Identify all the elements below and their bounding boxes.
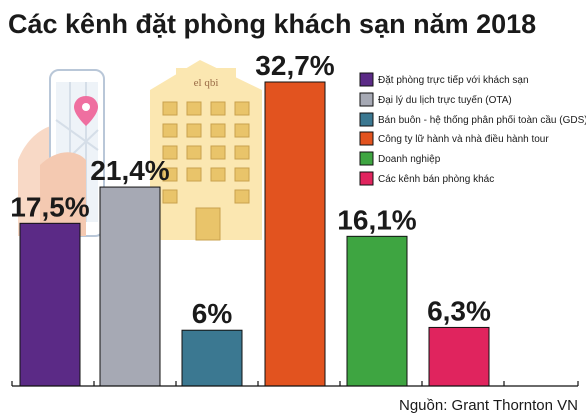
legend-label-5: Doanh nghiệp <box>378 154 441 165</box>
hotel-window <box>234 123 250 138</box>
legend-swatch-3 <box>359 112 374 127</box>
legend-swatch-5 <box>359 151 374 166</box>
hotel-window <box>162 123 178 138</box>
legend-label-1: Đặt phòng trực tiếp với khách sạn <box>378 74 529 86</box>
value-label-4: 32,7% <box>255 50 334 81</box>
bar-4 <box>264 81 326 387</box>
hotel-window <box>210 145 226 160</box>
hotel-window <box>162 145 178 160</box>
hotel-window <box>234 145 250 160</box>
hotel-window <box>186 101 202 116</box>
bar-3 <box>181 329 243 387</box>
hotel-window <box>186 123 202 138</box>
bar-2 <box>99 186 161 387</box>
hotel-sign: el qbi <box>194 77 219 89</box>
hotel-window <box>234 167 250 182</box>
legend-label-2: Đại lý du lịch trực tuyến (OTA) <box>378 94 512 106</box>
chart-title: Các kênh đặt phòng khách sạn năm 2018 <box>8 9 536 39</box>
x-axis <box>11 381 579 387</box>
hotel-door <box>195 207 221 241</box>
legend-label-6: Các kênh bán phòng khác <box>378 174 494 185</box>
value-label-1: 17,5% <box>10 191 89 222</box>
background-illustration: el qbi <box>18 60 262 241</box>
value-label-6: 6,3% <box>427 295 491 326</box>
bar-5 <box>346 235 408 387</box>
hotel-window <box>162 189 178 204</box>
legend-swatch-2 <box>359 92 374 107</box>
hotel-window <box>234 101 250 116</box>
value-label-3: 6% <box>192 298 233 329</box>
bars-group <box>19 81 490 387</box>
hotel-window <box>162 101 178 116</box>
value-labels-group: 17,5%21,4% 6% 32,7% 16,1% 6,3% <box>10 50 491 329</box>
legend-label-4: Công ty lữ hành và nhà điều hành tour <box>378 133 549 145</box>
legend-label-3: Bán buôn - hệ thống phân phối toàn cầu (… <box>378 114 586 126</box>
hotel-window <box>234 189 250 204</box>
source-note: Nguồn: Grant Thornton VN <box>399 397 578 414</box>
hotel-window <box>210 101 226 116</box>
bar-1 <box>19 222 81 387</box>
hotel-window <box>186 167 202 182</box>
legend-swatch-1 <box>359 72 374 87</box>
hotel-window <box>186 145 202 160</box>
hotel-window <box>162 167 178 182</box>
value-label-2: 21,4% <box>90 155 169 186</box>
bar-6 <box>428 326 490 387</box>
hotel-window <box>210 123 226 138</box>
legend-swatch-6 <box>359 171 374 186</box>
value-label-5: 16,1% <box>337 204 416 235</box>
hotel-window <box>210 167 226 182</box>
legend: Đặt phòng trực tiếp với khách sạn Đại lý … <box>359 72 586 186</box>
legend-swatch-4 <box>359 131 374 146</box>
